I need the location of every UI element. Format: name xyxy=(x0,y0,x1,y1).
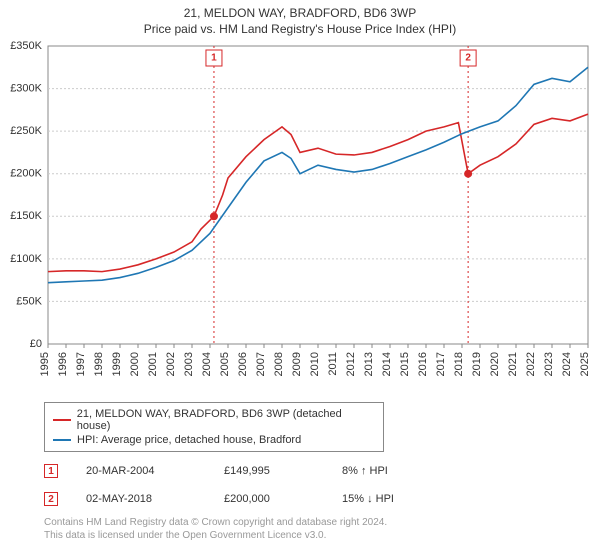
event-diff: 8% ↑ HPI xyxy=(342,465,388,477)
legend-label: HPI: Average price, detached house, Brad… xyxy=(77,434,301,446)
legend-swatch xyxy=(53,439,71,441)
svg-text:2010: 2010 xyxy=(309,352,321,376)
svg-text:2018: 2018 xyxy=(453,352,465,376)
svg-text:2016: 2016 xyxy=(417,352,429,376)
svg-text:2004: 2004 xyxy=(201,352,213,376)
svg-text:1995: 1995 xyxy=(39,352,51,376)
svg-text:2011: 2011 xyxy=(327,352,339,376)
svg-text:1999: 1999 xyxy=(111,352,123,376)
event-diff: 15% ↓ HPI xyxy=(342,493,394,505)
svg-text:2014: 2014 xyxy=(381,352,393,376)
svg-text:2019: 2019 xyxy=(471,352,483,376)
chart-area: £0 £50K £100K £150K £200K £250K £300K £350K 1995… xyxy=(0,36,600,396)
svg-text:2: 2 xyxy=(465,53,471,64)
legend-swatch xyxy=(53,419,71,421)
chart-subtitle: Price paid vs. HM Land Registry's House … xyxy=(0,22,600,36)
footnote-line: Contains HM Land Registry data © Crown c… xyxy=(44,516,600,529)
svg-text:2022: 2022 xyxy=(525,352,537,376)
event-marker: 1 xyxy=(44,464,58,478)
svg-text:2012: 2012 xyxy=(345,352,357,376)
svg-text:£300K: £300K xyxy=(10,82,42,94)
svg-text:2003: 2003 xyxy=(183,352,195,376)
svg-text:£250K: £250K xyxy=(10,125,42,137)
svg-text:1: 1 xyxy=(211,53,217,64)
svg-text:2024: 2024 xyxy=(561,352,573,376)
footnote: Contains HM Land Registry data © Crown c… xyxy=(44,516,600,542)
event-marker: 2 xyxy=(44,492,58,506)
svg-text:£50K: £50K xyxy=(16,295,42,307)
svg-text:2005: 2005 xyxy=(219,352,231,376)
svg-text:1997: 1997 xyxy=(75,352,87,376)
event-date: 20-MAR-2004 xyxy=(86,465,196,477)
svg-text:2000: 2000 xyxy=(129,352,141,376)
event-date: 02-MAY-2018 xyxy=(86,493,196,505)
event-price: £200,000 xyxy=(224,493,314,505)
legend-row: HPI: Average price, detached house, Brad… xyxy=(53,433,375,447)
svg-text:£0: £0 xyxy=(30,338,42,350)
svg-text:2007: 2007 xyxy=(255,352,267,376)
legend: 21, MELDON WAY, BRADFORD, BD6 3WP (detac… xyxy=(44,402,384,452)
svg-text:2001: 2001 xyxy=(147,352,159,376)
svg-text:1998: 1998 xyxy=(93,352,105,376)
event-row: 2 02-MAY-2018 £200,000 15% ↓ HPI xyxy=(44,488,600,516)
svg-text:£150K: £150K xyxy=(10,210,42,222)
chart-title: 21, MELDON WAY, BRADFORD, BD6 3WP xyxy=(0,6,600,20)
svg-text:2009: 2009 xyxy=(291,352,303,376)
svg-text:2021: 2021 xyxy=(507,352,519,376)
svg-text:£350K: £350K xyxy=(10,40,42,52)
svg-text:2015: 2015 xyxy=(399,352,411,376)
svg-text:2013: 2013 xyxy=(363,352,375,376)
event-price: £149,995 xyxy=(224,465,314,477)
svg-text:2017: 2017 xyxy=(435,352,447,376)
svg-text:2020: 2020 xyxy=(489,352,501,376)
svg-text:2006: 2006 xyxy=(237,352,249,376)
svg-text:2002: 2002 xyxy=(165,352,177,376)
svg-text:2023: 2023 xyxy=(543,352,555,376)
svg-text:2008: 2008 xyxy=(273,352,285,376)
svg-text:£200K: £200K xyxy=(10,168,42,180)
svg-text:1996: 1996 xyxy=(57,352,69,376)
svg-text:£100K: £100K xyxy=(10,253,42,265)
legend-row: 21, MELDON WAY, BRADFORD, BD6 3WP (detac… xyxy=(53,407,375,433)
svg-text:2025: 2025 xyxy=(579,352,591,376)
event-row: 1 20-MAR-2004 £149,995 8% ↑ HPI xyxy=(44,460,600,488)
event-table: 1 20-MAR-2004 £149,995 8% ↑ HPI 2 02-MAY-2018… xyxy=(44,460,600,516)
footnote-line: This data is licensed under the Open Gov… xyxy=(44,529,600,542)
legend-label: 21, MELDON WAY, BRADFORD, BD6 3WP (detac… xyxy=(77,408,375,432)
